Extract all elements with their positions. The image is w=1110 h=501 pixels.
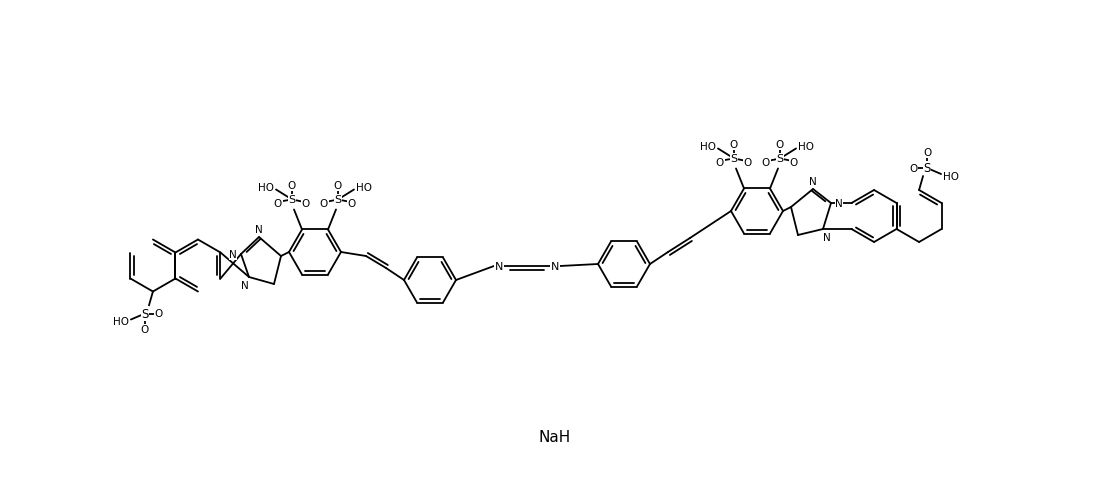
Text: O: O: [909, 164, 917, 174]
Text: O: O: [790, 158, 798, 168]
Text: O: O: [347, 199, 356, 209]
Text: O: O: [302, 199, 310, 209]
Text: N: N: [835, 198, 842, 208]
Text: S: S: [924, 162, 931, 175]
Text: HO: HO: [700, 142, 716, 152]
Text: S: S: [776, 154, 784, 164]
Text: N: N: [495, 262, 503, 272]
Text: O: O: [716, 158, 724, 168]
Text: HO: HO: [113, 317, 129, 327]
Text: N: N: [551, 262, 559, 272]
Text: N: N: [824, 232, 831, 242]
Text: N: N: [241, 281, 249, 291]
Text: N: N: [809, 177, 817, 187]
Text: O: O: [922, 148, 931, 158]
Text: N: N: [255, 224, 263, 234]
Text: O: O: [154, 309, 163, 319]
Text: S: S: [730, 154, 737, 164]
Text: O: O: [776, 140, 784, 150]
Text: O: O: [274, 199, 282, 209]
Text: S: S: [289, 195, 295, 205]
Text: O: O: [287, 181, 296, 191]
Text: HO: HO: [944, 172, 959, 182]
Text: S: S: [141, 308, 149, 320]
Text: S: S: [334, 195, 342, 205]
Text: NaH: NaH: [538, 430, 572, 444]
Text: N: N: [229, 249, 236, 260]
Text: O: O: [761, 158, 770, 168]
Text: O: O: [320, 199, 329, 209]
Text: O: O: [141, 325, 149, 335]
Text: HO: HO: [356, 183, 372, 193]
Text: HO: HO: [798, 142, 814, 152]
Text: O: O: [730, 140, 738, 150]
Text: O: O: [744, 158, 753, 168]
Text: HO: HO: [258, 183, 274, 193]
Text: O: O: [334, 181, 342, 191]
